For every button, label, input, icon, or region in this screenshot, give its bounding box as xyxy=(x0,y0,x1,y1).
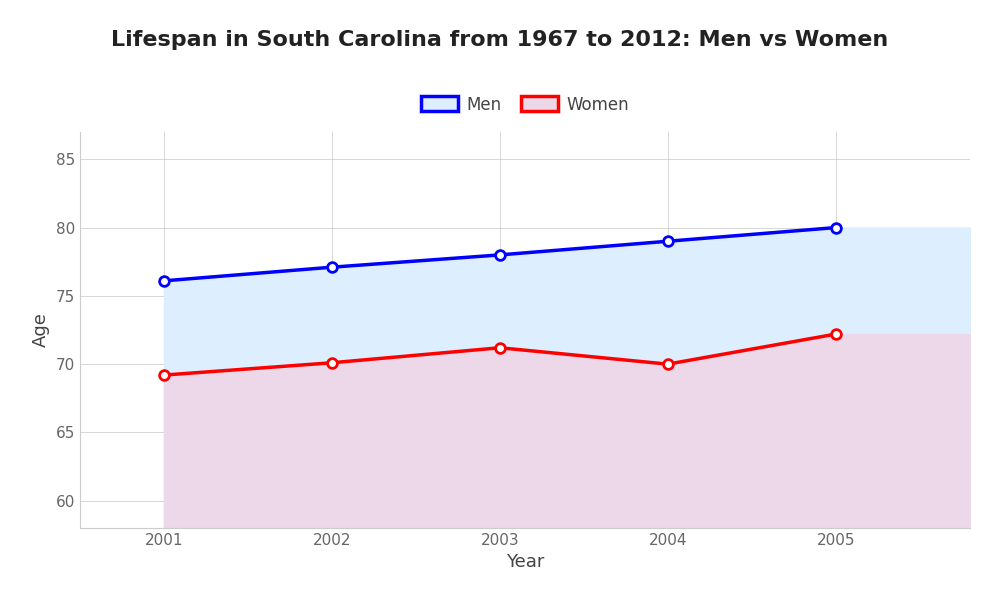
Y-axis label: Age: Age xyxy=(32,313,50,347)
X-axis label: Year: Year xyxy=(506,553,544,571)
Legend: Men, Women: Men, Women xyxy=(414,89,636,120)
Text: Lifespan in South Carolina from 1967 to 2012: Men vs Women: Lifespan in South Carolina from 1967 to … xyxy=(111,30,889,50)
